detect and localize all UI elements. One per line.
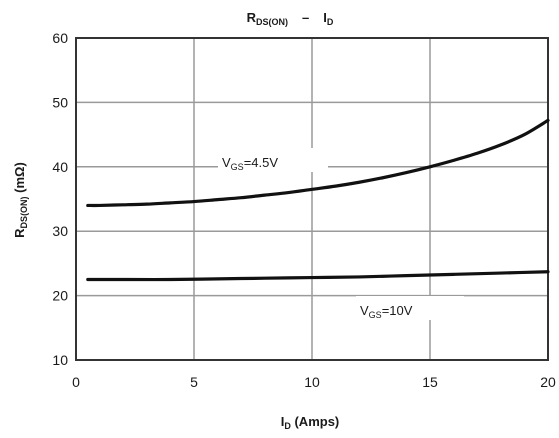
y-tick-label-60: 60 — [52, 30, 68, 46]
series-label-bg-1 — [218, 148, 328, 172]
grid — [75, 37, 549, 361]
series-line-1 — [86, 270, 550, 282]
chart-title: RDS(ON) – ID — [247, 10, 334, 27]
chart-title-main2: I — [323, 10, 327, 25]
plot-border — [75, 37, 549, 361]
y-tick-label-20: 20 — [52, 288, 68, 304]
chart-title-sub: DS(ON) — [256, 17, 288, 27]
series-label-vgs-4-5v: VGS=4.5V — [222, 155, 278, 172]
series-line-0 — [86, 118, 550, 208]
y-tick-label-30: 30 — [52, 223, 68, 239]
x-tick-label-0: 0 — [72, 374, 80, 390]
y-tick-label-40: 40 — [52, 159, 68, 175]
x-tick-label-15: 15 — [422, 374, 438, 390]
plot-frame — [75, 37, 549, 361]
x-tick-label-10: 10 — [304, 374, 320, 390]
y-tick-labels: 10 20 30 40 50 60 — [52, 30, 68, 368]
y-tick-label-10: 10 — [52, 352, 68, 368]
series-label-bg-2 — [356, 296, 464, 320]
x-tick-labels: 0 5 10 15 20 — [72, 374, 556, 390]
chart-title-main: R — [247, 10, 257, 25]
x-tick-label-5: 5 — [190, 374, 198, 390]
chart-title-sep: – — [302, 10, 309, 25]
y-axis-label: RDS(ON) (mΩ) — [12, 162, 29, 238]
series-label-vgs-10v: VGS=10V — [360, 303, 413, 320]
series-layer — [86, 118, 550, 282]
y-tick-label-50: 50 — [52, 94, 68, 110]
x-axis-label: ID (Amps) — [281, 414, 340, 431]
chart-title-sub2: D — [327, 17, 334, 27]
x-tick-label-20: 20 — [540, 374, 556, 390]
